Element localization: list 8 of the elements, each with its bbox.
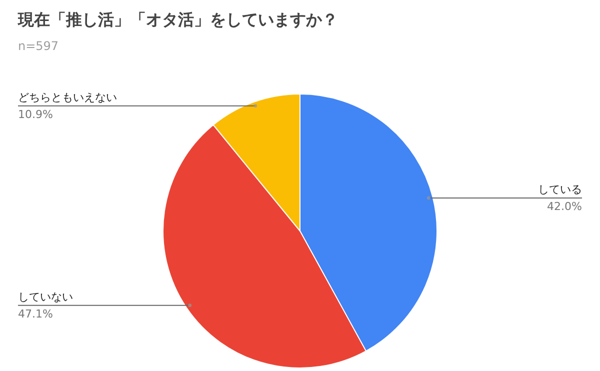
slice-label: どちらともいえない <box>18 90 117 104</box>
slice-label: していない <box>18 290 73 304</box>
data-label: 42.0% <box>547 200 582 213</box>
chart-title: 現在「推し活」「オタ活」をしていますか？ <box>17 10 338 29</box>
slice-label: している <box>538 182 582 196</box>
data-label: 10.9% <box>18 108 53 121</box>
chart-subtitle: n=597 <box>18 39 59 53</box>
data-label: 47.1% <box>18 307 53 320</box>
